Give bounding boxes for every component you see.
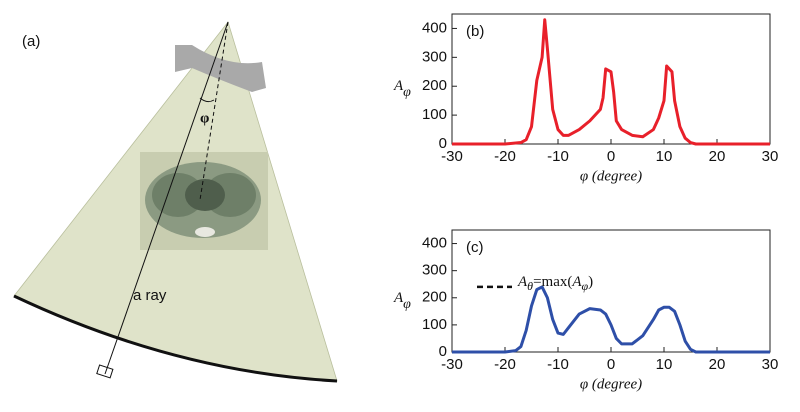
x-tick-label: 20 [709, 356, 726, 373]
x-axis-label: φ (degree) [580, 376, 642, 392]
x-tick-label: -10 [547, 356, 569, 373]
y-tick-label: 0 [439, 135, 447, 152]
annotation: Aθ=max(Aφ) [517, 274, 593, 292]
x-axis-label: φ (degree) [580, 168, 642, 184]
x-tick-label: -20 [494, 356, 516, 373]
panel-label: (b) [466, 23, 484, 40]
transducer [175, 45, 266, 92]
y-tick-label: 0 [439, 343, 447, 360]
plot-frame [451, 229, 771, 353]
x-tick-label: -10 [547, 148, 569, 165]
data-line [452, 18, 770, 146]
annotation-part: =max( [533, 274, 572, 290]
fan-diagram: (a) φ a ray [13, 21, 338, 383]
y-tick-label: 400 [422, 235, 447, 252]
y-tick-label: 300 [422, 262, 447, 279]
fan-arc [13, 294, 338, 383]
y-tick-label: 200 [422, 77, 447, 94]
ray-end [96, 364, 114, 379]
annotation-part: A [517, 274, 528, 290]
annotation-part: ) [588, 274, 593, 290]
angle-label: φ [200, 110, 209, 126]
x-tick-label: -30 [441, 356, 463, 373]
center-line [199, 21, 229, 201]
y-axis-label-sub: φ [403, 297, 411, 312]
heart [185, 179, 225, 211]
panel-label: (a) [22, 33, 40, 50]
y-axis-label: Aφ [393, 78, 411, 100]
y-tick-label: 100 [422, 106, 447, 123]
annotation-part: φ [582, 279, 589, 293]
panel-label: (c) [466, 239, 484, 256]
data-line [452, 285, 770, 354]
y-tick-label: 200 [422, 289, 447, 306]
x-tick-label: -20 [494, 148, 516, 165]
x-tick-label: -30 [441, 148, 463, 165]
y-axis-label: Aφ [393, 290, 411, 312]
x-tick-label: 10 [656, 356, 673, 373]
y-tick-label: 400 [422, 19, 447, 36]
ray [104, 21, 229, 375]
y-tick-label: 100 [422, 316, 447, 333]
x-tick-label: 10 [656, 148, 673, 165]
spine [195, 227, 215, 237]
x-tick-label: 0 [607, 148, 615, 165]
x-tick-label: 20 [709, 148, 726, 165]
x-tick-label: 0 [607, 356, 615, 373]
angle-arc [199, 97, 215, 103]
y-axis-label-sub: φ [403, 85, 411, 100]
x-tick-label: 30 [762, 148, 779, 165]
y-axis-label-base: A [393, 290, 404, 306]
annotation-part: θ [527, 279, 533, 293]
y-tick-label: 300 [422, 48, 447, 65]
y-axis-label-base: A [393, 78, 404, 94]
annotation-part: A [571, 274, 582, 290]
ray-label: a ray [133, 287, 167, 304]
x-tick-label: 30 [762, 356, 779, 373]
